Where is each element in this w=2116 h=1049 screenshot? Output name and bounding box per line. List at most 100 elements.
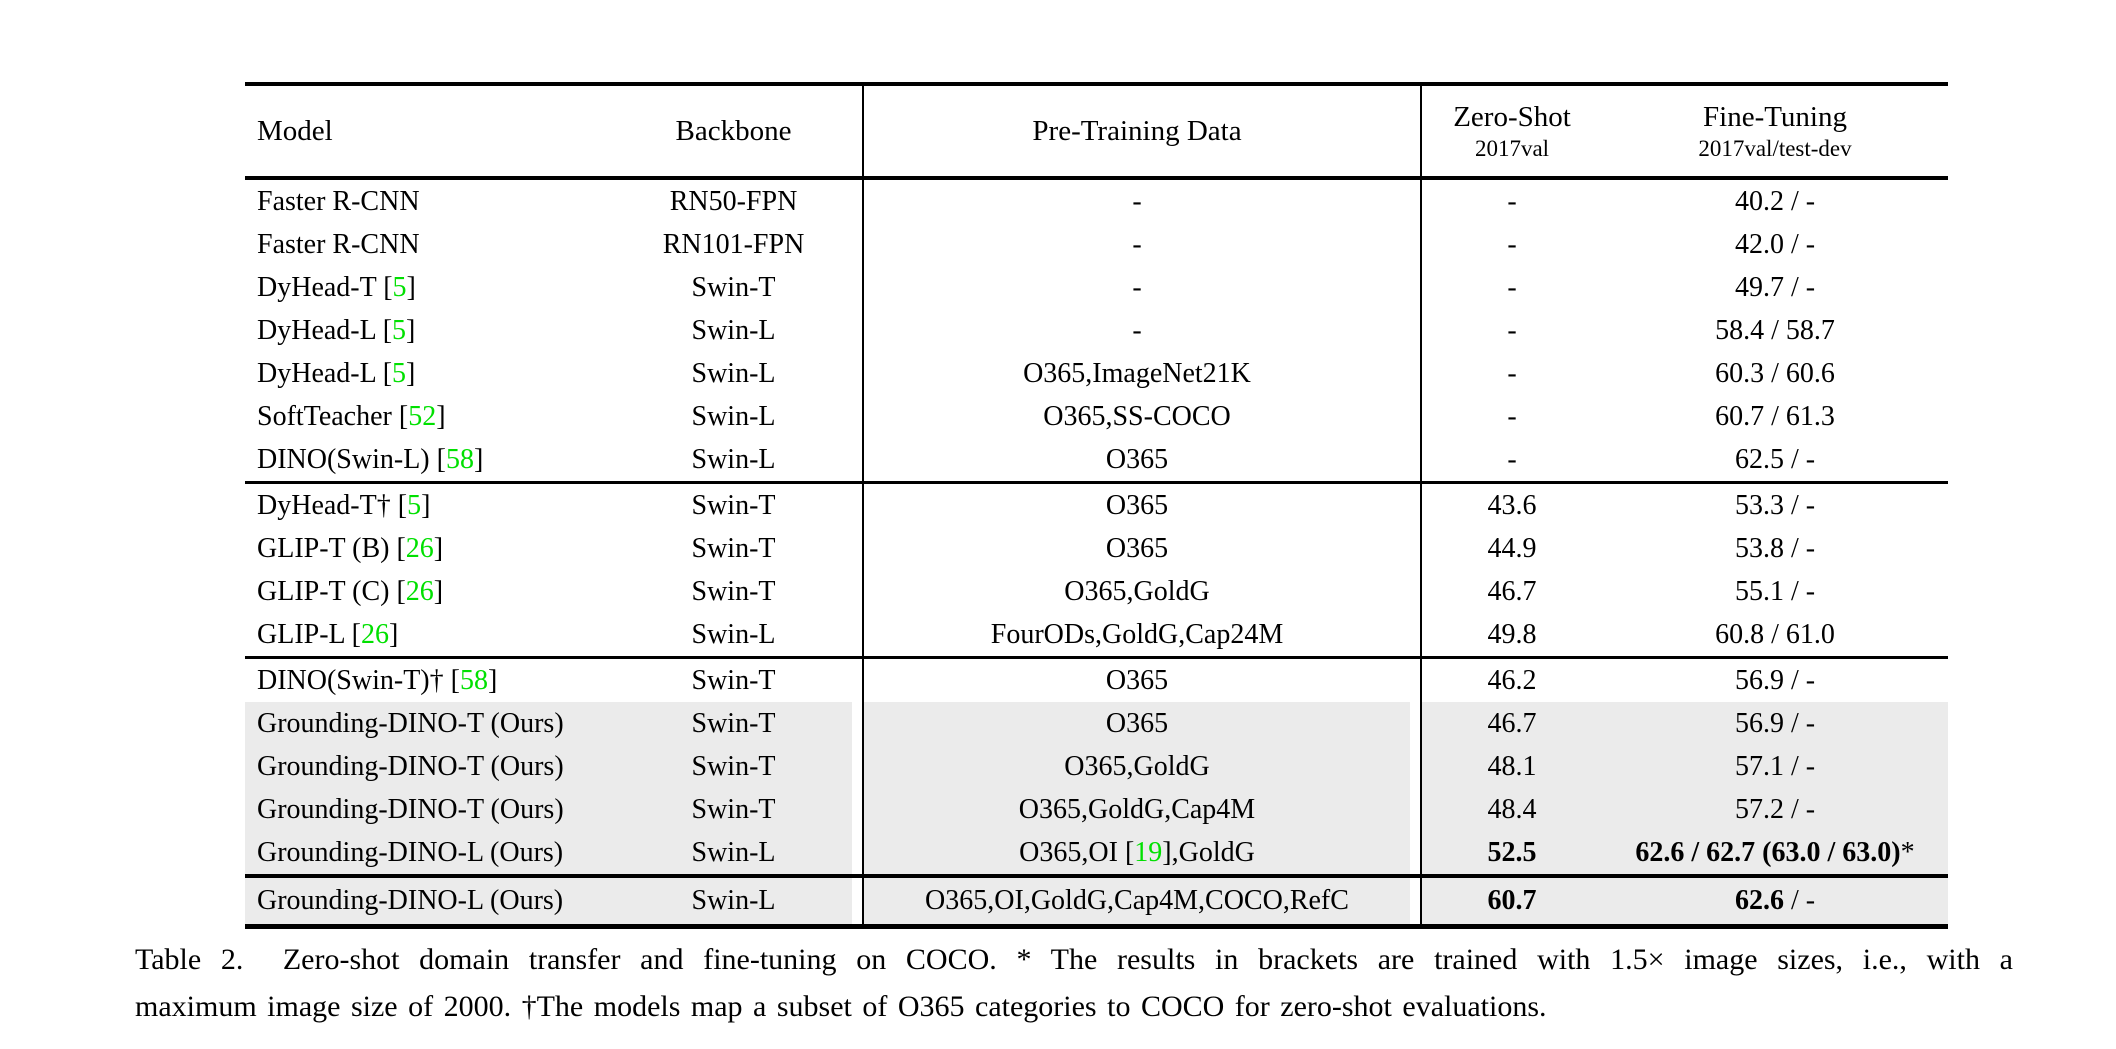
separator-gap: [1410, 702, 1420, 745]
value: GLIP-T (C): [257, 576, 397, 607]
model-cell: DyHead-L [5]: [257, 315, 416, 346]
table-row: GLIP-T (B) [26] Swin-T O365 44.9 53.8 / -: [245, 527, 1948, 570]
zeroshot-cell: 44.9: [1487, 533, 1537, 564]
citation-ref: 26: [405, 533, 434, 564]
model-cell: DyHead-T [5]: [257, 272, 416, 303]
separator-gap: [852, 180, 862, 223]
column-separator: [1420, 788, 1422, 831]
column-separator: [862, 702, 864, 745]
pretrain-cell: O365: [1105, 444, 1169, 475]
finetune-cell: 60.7 / 61.3: [1715, 401, 1835, 432]
citation-ref: 26: [360, 619, 389, 650]
block-separator-rule: [245, 656, 1948, 659]
column-separator: [1420, 878, 1422, 924]
table-top-rule: [245, 82, 1948, 86]
column-separator: [862, 352, 864, 395]
finetune-cell: 53.3 / -: [1734, 490, 1816, 521]
separator-gap: [1410, 484, 1420, 527]
finetune-cell: 62.5 / -: [1734, 444, 1816, 475]
separator-gap: [1410, 86, 1420, 176]
pretrain-cell: -: [1132, 186, 1142, 217]
zeroshot-cell: -: [1507, 272, 1517, 303]
value: O365,OI: [1019, 837, 1125, 868]
value: GLIP-T (B): [257, 533, 397, 564]
pretrain-cell: O365: [1105, 533, 1169, 564]
value: SoftTeacher: [257, 401, 399, 432]
column-separator: [1420, 527, 1422, 570]
column-separator: [862, 659, 864, 702]
separator-gap: [1410, 831, 1420, 874]
zeroshot-cell: -: [1507, 444, 1517, 475]
header-finetune-subtitle: 2017val/test-dev: [1698, 136, 1852, 162]
backbone-cell: Swin-T: [691, 665, 776, 696]
table-row: GLIP-T (C) [26] Swin-T O365,GoldG 46.7 55.1 …: [245, 570, 1948, 613]
column-separator: [1420, 438, 1422, 481]
column-separator: [1420, 352, 1422, 395]
column-separator: [1420, 395, 1422, 438]
header-model: Model: [257, 114, 333, 147]
separator-gap: [852, 659, 862, 702]
column-separator: [862, 309, 864, 352]
backbone-cell: Swin-L: [691, 401, 776, 432]
pretrain-cell: O365,ImageNet21K: [1023, 358, 1251, 389]
model-cell: DyHead-L [5]: [257, 358, 416, 389]
zeroshot-cell: 46.2: [1487, 665, 1537, 696]
zeroshot-cell: 46.7: [1422, 702, 1602, 745]
bold-value: 62.6: [1734, 885, 1784, 916]
table-header-row: Model Backbone Pre-Training Data Zero-Sh…: [245, 86, 1948, 176]
pretrain-cell: O365,GoldG: [1064, 576, 1210, 607]
table-bottom-rule: [245, 924, 1948, 929]
citation-ref: 19: [1134, 837, 1163, 868]
pretrain-cell: O365: [1105, 665, 1169, 696]
zeroshot-cell: 48.4: [1422, 788, 1602, 831]
table-row: Grounding-DINO-T (Ours) Swin-T O365 46.7 56.…: [245, 702, 1948, 745]
column-separator: [862, 745, 864, 788]
table-row: DyHead-L [5] Swin-L - - 58.4 / 58.7: [245, 309, 1948, 352]
backbone-cell: Swin-T: [691, 533, 776, 564]
caption-line-1: Table 2. Zero-shot domain transfer and f…: [135, 943, 2013, 976]
separator-gap: [852, 570, 862, 613]
value: DINO(Swin-L): [257, 444, 437, 475]
pretrain-cell: FourODs,GoldG,Cap24M: [990, 619, 1284, 650]
header-finetune-title: Fine-Tuning: [1703, 101, 1847, 134]
column-separator: [1420, 831, 1422, 874]
backbone-cell: Swin-L: [615, 831, 852, 874]
column-separator: [862, 831, 864, 874]
table-row: SoftTeacher [52] Swin-L O365,SS-COCO - 60.7 …: [245, 395, 1948, 438]
model-cell: Faster R-CNN: [257, 186, 420, 217]
bold-value: 52.5: [1487, 837, 1537, 868]
separator-gap: [852, 527, 862, 570]
table-row: DyHead-T† [5] Swin-T O365 43.6 53.3 / -: [245, 484, 1948, 527]
separator-gap: [852, 831, 862, 874]
column-separator: [1420, 266, 1422, 309]
backbone-cell: Swin-T: [691, 576, 776, 607]
value: *: [1900, 837, 1915, 868]
column-separator: [862, 570, 864, 613]
separator-gap: [1410, 878, 1420, 924]
model-cell: SoftTeacher [52]: [257, 401, 446, 432]
value: DyHead-T: [257, 272, 384, 303]
block-separator-rule: [245, 874, 1948, 878]
table-row: Grounding-DINO-L (Ours) Swin-L O365,OI [19…: [245, 831, 1948, 874]
column-separator: [862, 86, 864, 176]
separator-gap: [852, 613, 862, 656]
zeroshot-cell: 48.1: [1422, 745, 1602, 788]
column-separator: [862, 266, 864, 309]
table-row: DyHead-T [5] Swin-T - - 49.7 / -: [245, 266, 1948, 309]
caption-line-2: maximum image size of 2000. †The models …: [135, 990, 1547, 1023]
backbone-cell: Swin-T: [615, 788, 852, 831]
pretrain-cell: O365,GoldG: [864, 745, 1410, 788]
model-cell: Grounding-DINO-L (Ours): [245, 878, 615, 924]
citation-ref: 5: [392, 358, 407, 389]
model-cell: Grounding-DINO-L (Ours): [245, 831, 615, 874]
pretrain-cell: O365,OI [19],GoldG: [864, 831, 1410, 874]
block-separator-rule: [245, 481, 1948, 484]
model-cell: DINO(Swin-L) [58]: [257, 444, 484, 475]
table-caption: Table 2. Zero-shot domain transfer and f…: [135, 936, 2013, 1030]
column-separator: [1420, 484, 1422, 527]
table-row: Grounding-DINO-T (Ours) Swin-T O365,GoldG 4…: [245, 745, 1948, 788]
finetune-cell: 62.6 / 62.7 (63.0 / 63.0)*: [1602, 831, 1948, 874]
citation-ref: 58: [459, 665, 488, 696]
value: DINO(Swin-T)†: [257, 665, 451, 696]
finetune-cell: 42.0 / -: [1734, 229, 1816, 260]
